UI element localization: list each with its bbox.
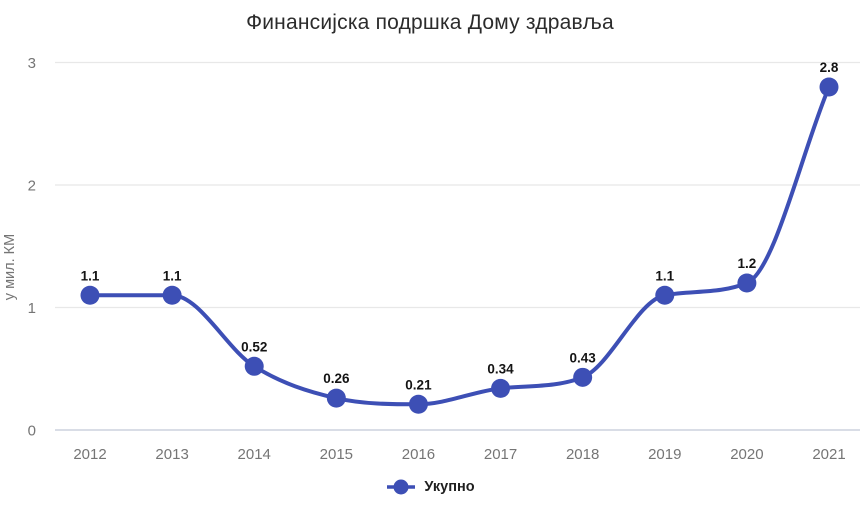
- y-axis-title: у мил. КМ: [2, 234, 18, 300]
- data-point-labels: 1.1 1.1 0.52 0.26 0.21 0.34 0.43 1.1 1.2 2.8: [81, 60, 839, 392]
- data-point-marker[interactable]: [737, 273, 757, 293]
- gridlines: [55, 61, 860, 431]
- data-point-marker[interactable]: [162, 285, 182, 305]
- x-tick-label: 2021: [812, 446, 845, 463]
- data-point-label: 1.2: [737, 256, 756, 271]
- data-point-label: 1.1: [163, 268, 182, 283]
- data-point-marker[interactable]: [80, 285, 100, 305]
- x-tick-label: 2019: [648, 446, 681, 463]
- data-point-label: 0.21: [405, 377, 432, 392]
- data-point-label: 1.1: [81, 268, 100, 283]
- data-points: [80, 77, 839, 414]
- data-point-marker[interactable]: [408, 394, 428, 414]
- data-point-label: 0.52: [241, 339, 267, 354]
- series-line: [88, 85, 831, 407]
- x-tick-label: 2020: [730, 446, 763, 463]
- y-tick-label: 2: [28, 178, 36, 195]
- x-tick-label: 2018: [566, 446, 599, 463]
- y-axis-ticks: 0 1 2 3: [28, 55, 36, 440]
- data-point-marker[interactable]: [655, 285, 675, 305]
- y-tick-label: 0: [28, 423, 36, 440]
- chart-title: Финансијска подршка Дому здравља: [246, 11, 614, 34]
- data-point-marker[interactable]: [244, 356, 264, 376]
- x-tick-label: 2017: [484, 446, 517, 463]
- data-point-label: 0.43: [570, 350, 597, 365]
- legend-series-label: Укупно: [424, 479, 475, 495]
- y-tick-label: 3: [28, 55, 36, 72]
- data-point-label: 2.8: [820, 60, 839, 75]
- x-tick-label: 2014: [238, 446, 271, 463]
- data-point-label: 1.1: [655, 268, 674, 283]
- data-point-marker[interactable]: [491, 378, 511, 398]
- x-axis-ticks: 2012 2013 2014 2015 2016 2017 2018 2019 2020 2021: [73, 446, 845, 463]
- line-chart[interactable]: 0 1 2 3 2012 2013 2014 2015 2016 2017 2018 2019 2020…: [0, 39, 860, 469]
- y-tick-label: 1: [28, 300, 36, 317]
- x-tick-label: 2013: [155, 446, 188, 463]
- data-point-marker[interactable]: [573, 367, 593, 387]
- data-point-marker[interactable]: [326, 388, 346, 408]
- x-tick-label: 2015: [320, 446, 353, 463]
- data-point-label: 0.26: [323, 371, 350, 386]
- legend-series-marker-icon: [387, 479, 416, 495]
- legend[interactable]: Укупно: [0, 475, 860, 499]
- data-point-marker[interactable]: [819, 77, 839, 97]
- x-tick-label: 2016: [402, 446, 435, 463]
- x-tick-label: 2012: [73, 446, 106, 463]
- data-point-label: 0.34: [487, 361, 514, 376]
